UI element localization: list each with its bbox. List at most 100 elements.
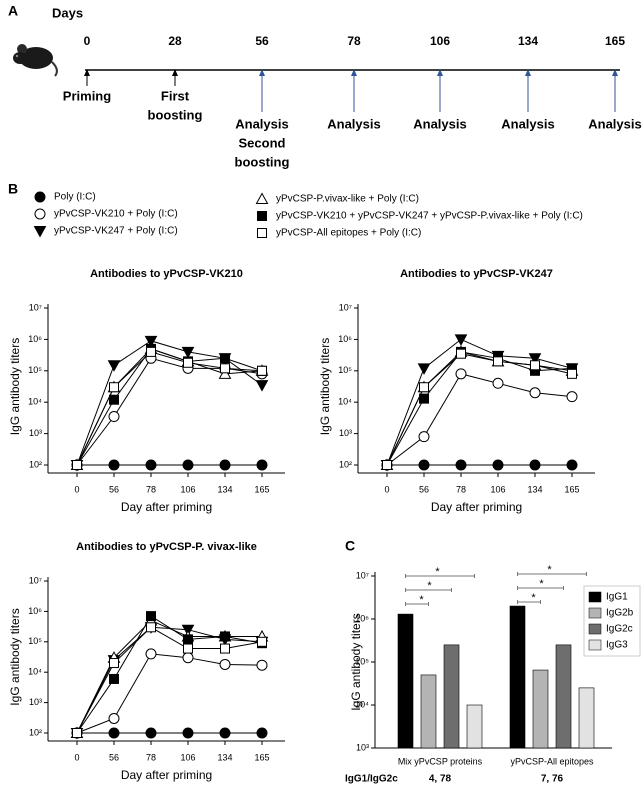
x-tick-label: 134: [527, 484, 542, 494]
day-label: 78: [347, 34, 361, 48]
series-line: [76, 340, 263, 466]
legend-label: IgG1: [606, 592, 628, 603]
data-point: [566, 459, 578, 471]
day-label: 0: [84, 34, 91, 48]
data-point: [183, 643, 193, 654]
legend-label: yPvCSP-VK247 + Poly (I:C): [54, 226, 178, 237]
x-tick-label: 0: [74, 752, 79, 762]
legend-label: IgG2b: [606, 608, 634, 619]
data-point: [109, 394, 119, 405]
y-axis-label: IgG antibody titers: [349, 613, 363, 710]
bar: [555, 644, 572, 749]
event-label: Priming: [63, 88, 111, 103]
data-point: [146, 611, 156, 622]
arrow-head: [525, 69, 531, 76]
bar: [578, 687, 595, 749]
y-tick-label: 10²: [29, 459, 42, 469]
chart-title: Antibodies to yPvCSP-VK247: [400, 268, 553, 280]
arrow-head: [172, 69, 178, 76]
x-tick-label: 78: [456, 484, 466, 494]
data-point: [417, 363, 431, 375]
data-point: [218, 367, 232, 379]
data-point: [108, 712, 120, 724]
x-tick-label: 0: [74, 484, 79, 494]
y-tick-label: 10⁶: [355, 613, 369, 623]
panel-label: C: [345, 538, 355, 554]
data-point: [529, 387, 541, 399]
data-point: [530, 360, 540, 371]
x-tick-label: yPvCSP-All epitopes: [510, 756, 594, 766]
x-tick-label: 0: [384, 484, 389, 494]
series-line: [76, 619, 262, 734]
event-label: boosting: [235, 154, 290, 169]
x-tick-label: 134: [217, 752, 232, 762]
y-axis-label: IgG antibody titers: [318, 338, 332, 435]
legend-marker: [34, 191, 46, 203]
x-tick-label: 78: [146, 484, 156, 494]
day-label: 134: [518, 34, 538, 48]
legend-marker: [257, 211, 267, 221]
data-point: [182, 727, 194, 739]
data-point: [256, 727, 268, 739]
data-point: [220, 643, 230, 654]
series-line: [76, 357, 263, 466]
series-line: [386, 351, 573, 466]
x-tick-label: 165: [254, 752, 269, 762]
x-tick-label: 106: [180, 752, 195, 762]
arrow-head: [259, 69, 265, 76]
bar: [443, 644, 460, 749]
significance-label: *: [427, 580, 432, 592]
y-tick-label: 10³: [29, 428, 42, 438]
arrow-head: [437, 69, 443, 76]
event-label: Analysis: [327, 116, 380, 131]
data-point: [145, 459, 157, 471]
arrow-head: [612, 69, 618, 76]
data-point: [145, 727, 157, 739]
data-point: [419, 393, 429, 404]
data-point: [257, 636, 267, 647]
data-point: [220, 363, 230, 374]
legend-label: Poly (I:C): [54, 192, 96, 203]
data-point: [107, 360, 121, 372]
series-line: [386, 373, 573, 466]
x-tick-label: 106: [490, 484, 505, 494]
y-tick-label: 10⁷: [339, 302, 352, 312]
data-point: [455, 459, 467, 471]
data-point: [182, 459, 194, 471]
series-line: [76, 615, 263, 734]
x-axis-label: Day after priming: [121, 500, 212, 514]
event-label: Analysis: [235, 116, 288, 131]
legend-swatch: [588, 591, 602, 603]
y-tick-label: 10⁷: [29, 302, 42, 312]
data-point: [144, 335, 158, 348]
y-tick-label: 10⁴: [28, 667, 42, 677]
bar: [532, 669, 549, 749]
x-tick-label: 106: [180, 484, 195, 494]
series-line: [386, 351, 573, 466]
legend-swatch: [588, 607, 602, 619]
event-label: Analysis: [413, 116, 466, 131]
legend-marker: [33, 226, 47, 238]
x-tick-label: Mix yPvCSP proteins: [398, 756, 483, 766]
data-point: [220, 631, 230, 642]
data-point: [493, 356, 503, 367]
data-point: [145, 648, 157, 660]
y-tick-label: 10⁴: [28, 397, 42, 407]
series-line: [76, 351, 263, 466]
y-tick-label: 10³: [29, 697, 42, 707]
y-tick-label: 10³: [339, 428, 352, 438]
y-tick-label: 10⁵: [338, 365, 352, 375]
data-point: [257, 365, 267, 376]
data-point: [219, 459, 231, 471]
day-label: 165: [605, 34, 625, 48]
x-tick-label: 165: [254, 484, 269, 494]
panel-label: B: [8, 181, 18, 197]
series-line: [386, 338, 573, 466]
event-label: First: [161, 88, 190, 103]
ratio-value: 4, 78: [429, 774, 452, 785]
day-label: 56: [255, 34, 269, 48]
series-line: [76, 348, 263, 466]
x-tick-label: 78: [146, 752, 156, 762]
legend-label: IgG3: [606, 640, 628, 651]
panel-label: A: [8, 3, 18, 19]
